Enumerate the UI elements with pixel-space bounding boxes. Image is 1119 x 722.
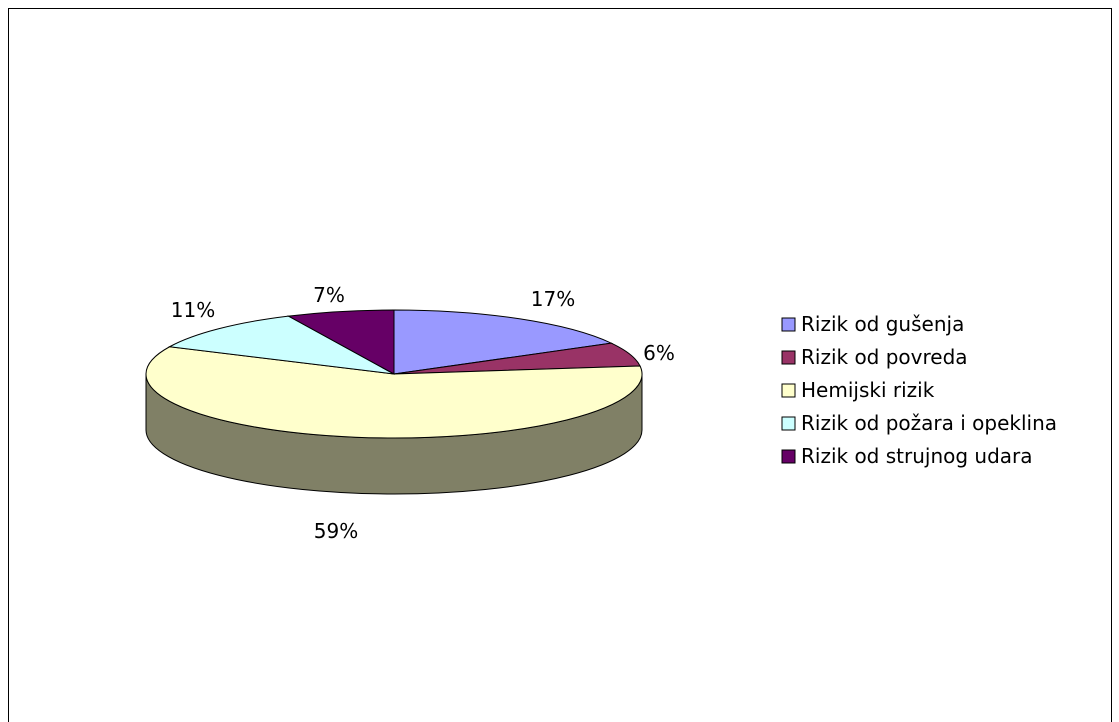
legend-entry-4: Rizik od strujnog udara — [801, 444, 1033, 468]
data-label-4: 7% — [313, 283, 345, 307]
data-label-0: 17% — [531, 287, 575, 311]
legend-swatch-0 — [781, 317, 796, 332]
data-label-3: 11% — [171, 298, 215, 322]
data-label-2: 59% — [314, 519, 358, 543]
pie-slice-4 — [286, 309, 395, 375]
pie-slice-0 — [393, 309, 614, 375]
legend: Rizik od gušenja Rizik od povreda Hemijski… — [781, 312, 1057, 468]
legend-swatch-4 — [781, 449, 796, 464]
legend-swatch-3 — [781, 416, 796, 431]
legend-entry-0: Rizik od gušenja — [801, 312, 964, 336]
legend-entry-2: Hemijski rizik — [801, 378, 935, 402]
pie-slices — [145, 309, 643, 439]
data-label-1: 6% — [643, 341, 675, 365]
legend-swatch-1 — [781, 350, 796, 365]
pie-slice-3 — [167, 315, 395, 375]
data-labels: 17% 6% 59% 11% 7% — [171, 283, 675, 543]
legend-swatch-2 — [781, 383, 796, 398]
legend-entry-3: Rizik od požara i opeklina — [801, 411, 1057, 435]
legend-entry-1: Rizik od povreda — [801, 345, 968, 369]
pie-slice-2 — [145, 346, 643, 439]
